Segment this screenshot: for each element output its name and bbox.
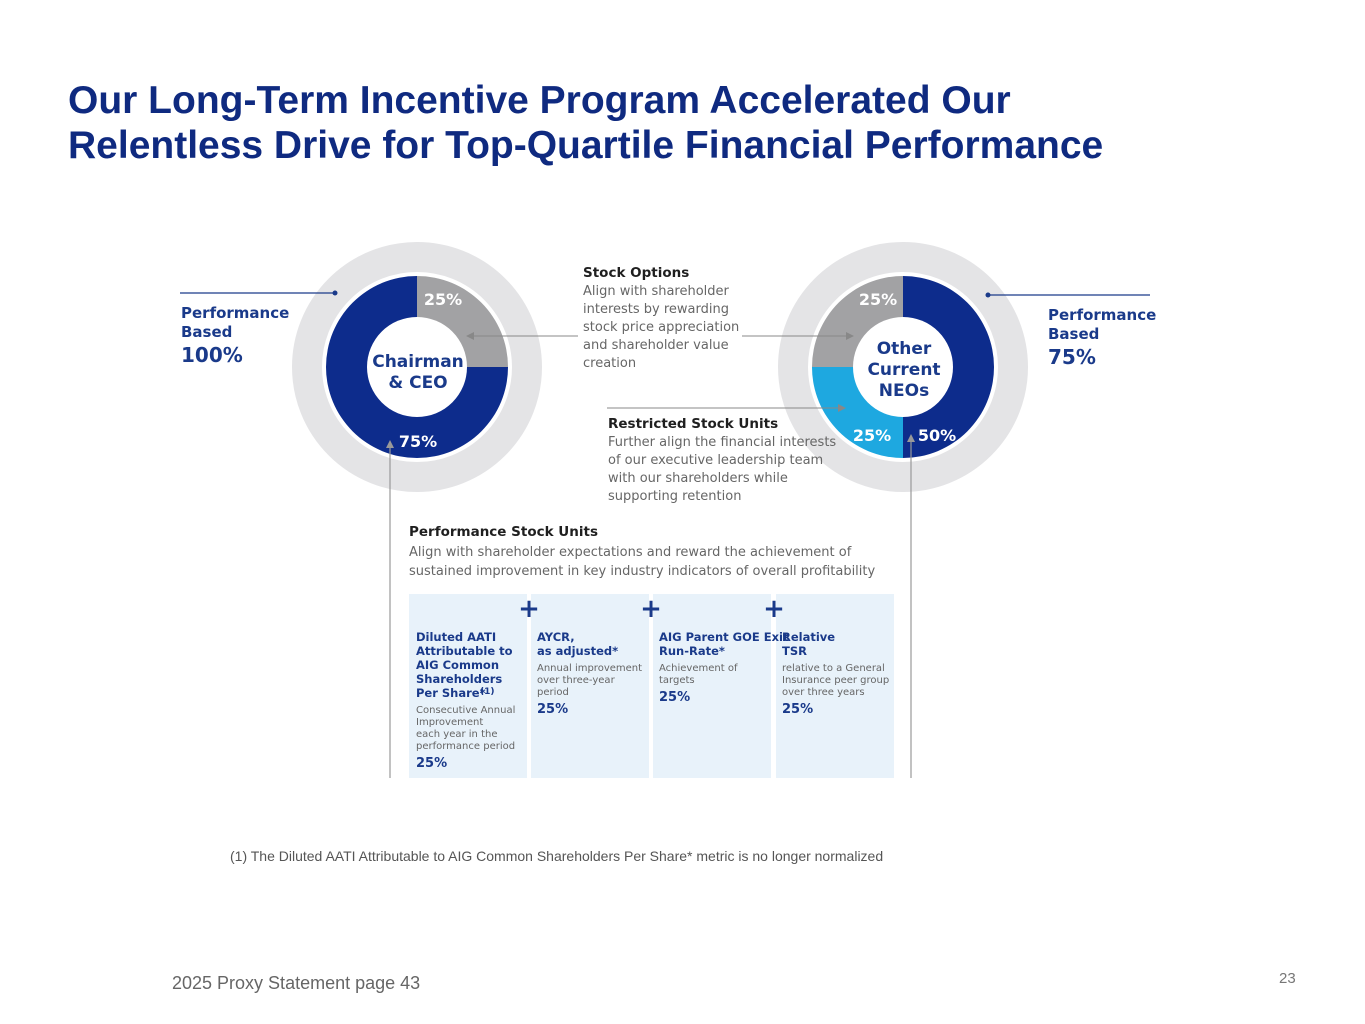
- stock-options-desc-5: creation: [583, 356, 636, 371]
- neo-perf-connector-dot: [985, 292, 991, 298]
- metric-2-desc-2: over three-year: [537, 675, 616, 686]
- metric-4-desc-2: Insurance peer group: [782, 675, 889, 686]
- metric-1-title-5: Per Share*: [416, 686, 486, 700]
- metric-box-4: [776, 594, 894, 778]
- neo-stock-options-pct: 25%: [859, 290, 897, 309]
- psu-callout: Performance Stock Units Align with share…: [409, 524, 876, 579]
- ceo-perf-label-2: Based: [181, 323, 232, 341]
- metric-3-desc-1: Achievement of: [659, 663, 738, 674]
- stock-options-desc-1: Align with shareholder: [583, 284, 730, 299]
- ceo-psu-pct: 75%: [399, 432, 437, 451]
- metric-1-weight: 25%: [416, 756, 447, 771]
- ceo-stock-options-pct: 25%: [424, 290, 462, 309]
- metric-1-desc-3: each year in the: [416, 729, 498, 740]
- metric-1-title-2: Attributable to: [416, 644, 513, 658]
- plus-sign-3: +: [763, 594, 785, 624]
- metric-2-title-1: AYCR,: [537, 630, 575, 644]
- metric-1-title-4: Shareholders: [416, 672, 502, 686]
- neo-rsu-pct: 25%: [853, 426, 891, 445]
- neo-perf-value: 75%: [1048, 345, 1096, 369]
- neo-center-label-2: Current: [867, 360, 940, 380]
- psu-heading: Performance Stock Units: [409, 524, 598, 540]
- psu-arrow-right: [907, 434, 915, 442]
- neo-outer-ring: [778, 242, 1028, 492]
- footnote: (1) The Diluted AATI Attributable to AIG…: [230, 848, 884, 864]
- metric-1-desc-1: Consecutive Annual: [416, 705, 515, 716]
- page-number: 23: [1279, 970, 1296, 987]
- stock-options-desc-2: interests by rewarding: [583, 302, 729, 317]
- metric-2-desc-1: Annual improvement: [537, 663, 642, 674]
- metric-2-desc-3: period: [537, 687, 569, 698]
- metric-4-desc-1: relative to a General: [782, 663, 885, 674]
- neo-center-label-1: Other: [877, 339, 932, 359]
- metric-4-title-1: Relative: [782, 630, 835, 644]
- metric-1-desc-2: Improvement: [416, 717, 483, 728]
- rsu-heading: Restricted Stock Units: [608, 416, 778, 432]
- psu-arrow-left: [386, 440, 394, 448]
- psu-desc-2: sustained improvement in key industry in…: [409, 564, 876, 579]
- rsu-callout: Restricted Stock Units Further align the…: [607, 404, 846, 504]
- neo-perf-label-1: Performance: [1048, 306, 1156, 324]
- ceo-center-label-1: Chairman: [372, 352, 464, 372]
- metric-3-title-2: Run-Rate*: [659, 644, 725, 658]
- plus-sign-2: +: [640, 594, 662, 624]
- metric-box-2: [531, 594, 649, 778]
- ceo-perf-connector-dot: [332, 290, 338, 296]
- ceo-center-label-2: & CEO: [388, 373, 447, 393]
- metric-1-superscript: (1): [480, 687, 495, 697]
- stock-options-arrow-left: [466, 332, 474, 340]
- source-reference: 2025 Proxy Statement page 43: [172, 973, 421, 993]
- ceo-psu-segment: [326, 276, 508, 458]
- ceo-center: [367, 317, 467, 417]
- neo-stock-options-segment: [812, 276, 903, 367]
- rsu-arrow: [838, 404, 846, 412]
- metric-box-3: [653, 594, 771, 778]
- stock-options-heading: Stock Options: [583, 265, 689, 281]
- metric-3-weight: 25%: [659, 690, 690, 705]
- metric-3-title-1: AIG Parent GOE Exit: [659, 630, 789, 644]
- rsu-desc-1: Further align the financial interests: [608, 435, 836, 450]
- neo-psu-pct: 50%: [918, 426, 956, 445]
- stock-options-desc-4: and shareholder value: [583, 338, 729, 353]
- neo-perf-label-2: Based: [1048, 325, 1099, 343]
- stock-options-desc-3: stock price appreciation: [583, 320, 739, 335]
- stock-options-arrow-right: [846, 332, 854, 340]
- rsu-desc-2: of our executive leadership team: [608, 453, 823, 468]
- metric-3-desc-2: targets: [659, 675, 695, 686]
- rsu-desc-3: with our shareholders while: [608, 471, 788, 486]
- page-title-line2: Relentless Drive for Top-Quartile Financ…: [68, 124, 1104, 167]
- metric-4-desc-3: over three years: [782, 687, 865, 698]
- page-title: Our Long-Term Incentive Program Accelera…: [68, 78, 1268, 168]
- metric-2-weight: 25%: [537, 702, 568, 717]
- metric-box-1: [409, 594, 527, 778]
- plus-sign-1: +: [518, 594, 540, 624]
- metric-1-title-1: Diluted AATI: [416, 630, 496, 644]
- metric-1-title-3: AIG Common: [416, 658, 499, 672]
- metric-2-title-2: as adjusted*: [537, 644, 618, 658]
- metric-1-desc-4: performance period: [416, 741, 515, 752]
- stock-options-callout: Stock Options Align with shareholder int…: [466, 265, 854, 371]
- neo-center-label-3: NEOs: [879, 381, 929, 401]
- neo-rsu-segment: [812, 367, 903, 458]
- neo-center: [853, 317, 953, 417]
- ceo-donut: Chairman & CEO 25% 75%: [292, 242, 542, 492]
- metric-boxes: + + + Diluted AATI Attributable to AIG C…: [409, 594, 894, 778]
- ceo-perf-label-1: Performance: [181, 304, 289, 322]
- page-title-line1: Our Long-Term Incentive Program Accelera…: [68, 79, 1011, 122]
- ceo-stock-options-segment: [417, 276, 508, 367]
- rsu-desc-4: supporting retention: [608, 489, 741, 504]
- psu-desc-1: Align with shareholder expectations and …: [409, 545, 852, 560]
- neo-psu-segment: [903, 276, 994, 458]
- metric-4-weight: 25%: [782, 702, 813, 717]
- ceo-perf-value: 100%: [181, 343, 243, 367]
- neo-donut: Other Current NEOs 25% 25% 50%: [778, 242, 1028, 492]
- metric-4-title-2: TSR: [782, 644, 807, 658]
- ceo-outer-ring: [292, 242, 542, 492]
